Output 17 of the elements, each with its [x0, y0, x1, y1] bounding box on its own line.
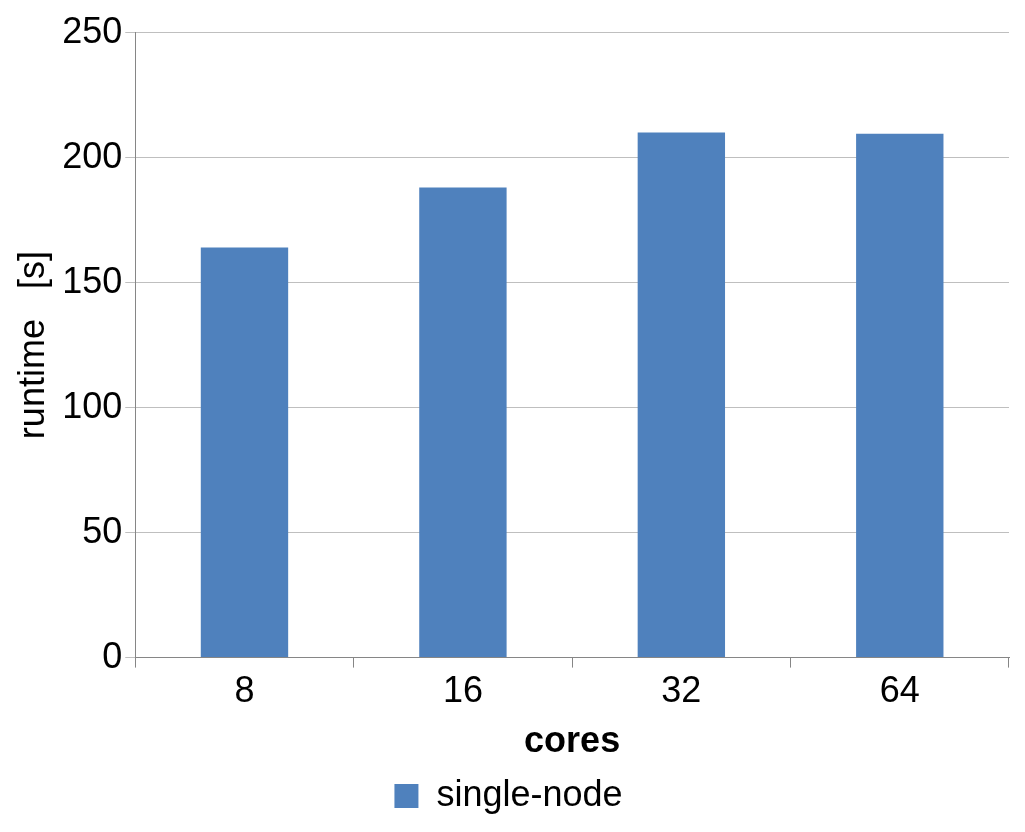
y-axis-title: runtime [s] [10, 251, 52, 440]
x-tick-label: 8 [234, 669, 255, 711]
y-tick-label: 0 [102, 634, 123, 676]
bar [419, 187, 507, 658]
x-tick-label: 16 [442, 669, 483, 711]
bar [856, 133, 944, 658]
y-tick-label: 50 [82, 509, 123, 551]
x-axis-title: cores [524, 719, 621, 761]
legend-label: single-node [436, 772, 623, 814]
y-tick-label: 100 [62, 384, 123, 426]
x-tick-label: 32 [661, 669, 702, 711]
y-tick-label: 200 [62, 134, 123, 176]
bar [637, 132, 726, 658]
y-tick-label: 150 [62, 259, 123, 301]
x-tick-label: 64 [879, 669, 920, 711]
bar [200, 247, 289, 658]
y-tick-label: 250 [62, 9, 123, 51]
